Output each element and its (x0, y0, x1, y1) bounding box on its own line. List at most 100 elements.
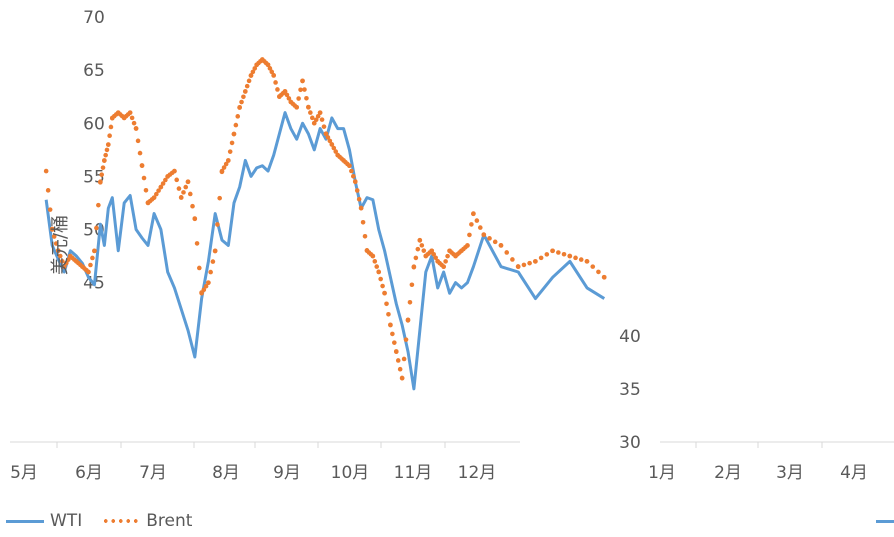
series-point-brent (384, 301, 389, 307)
series-point-brent (544, 252, 550, 257)
series-point-brent (239, 99, 244, 105)
series-point-brent (92, 248, 97, 254)
series-point-brent (550, 248, 555, 254)
series-point-brent (306, 105, 311, 110)
series-point-brent (421, 248, 427, 253)
series-point-brent (154, 191, 159, 197)
series-point-brent (433, 255, 438, 261)
series-point-brent (43, 168, 49, 174)
series-point-brent (129, 115, 135, 121)
series-point-brent (244, 83, 250, 89)
series-point-brent (185, 179, 191, 184)
series-point-brent (419, 243, 425, 248)
series-point-brent (51, 234, 57, 239)
series-point-brent (296, 96, 301, 101)
series-point-brent (596, 269, 601, 275)
series-point-brent (103, 152, 108, 158)
x-tick-label: 7月 (139, 463, 167, 483)
series-point-brent (390, 331, 395, 337)
series-point-brent (243, 89, 248, 94)
series-point-brent (504, 250, 510, 255)
series-point-brent (325, 135, 331, 140)
series-point-brent (403, 337, 409, 342)
series-point-brent (267, 66, 273, 71)
y-tick-label: 30 (619, 433, 641, 453)
series-point-brent (199, 290, 204, 296)
series-point-brent (372, 259, 378, 264)
series-point-brent (190, 203, 195, 209)
series-point-brent (57, 253, 63, 259)
series-point-brent (192, 216, 198, 222)
series-point-brent (141, 175, 147, 181)
series-point-brent (441, 264, 446, 269)
series-point-brent (286, 96, 292, 101)
series-point-brent (429, 248, 435, 254)
y-axis-label: 美元/桶 (50, 215, 71, 275)
series-line-wti (44, 111, 606, 391)
series-point-brent (601, 275, 607, 280)
y-tick-label: 60 (83, 114, 105, 134)
series-point-brent (333, 149, 339, 154)
series-point-brent (106, 142, 111, 147)
series-point-brent (201, 287, 207, 293)
legend-swatch-partial (876, 520, 894, 523)
series-point-brent (194, 241, 200, 246)
series-point-brent (206, 280, 211, 285)
series-point-brent (392, 340, 397, 345)
series-point-brent (319, 117, 325, 122)
series-point-brent (284, 92, 290, 98)
series-point-brent (538, 255, 544, 261)
series-point-brent (352, 179, 358, 184)
series-point-brent (465, 243, 470, 248)
series-point-brent (223, 161, 229, 167)
series-point-brent (174, 177, 180, 183)
series-point-brent (415, 246, 421, 252)
series-point-brent (380, 283, 385, 289)
series-point-brent (131, 120, 137, 126)
series-point-brent (481, 232, 487, 238)
series-point-brent (561, 251, 567, 257)
series-point-brent (212, 248, 218, 254)
series-point-brent (250, 69, 256, 75)
series-point-brent (573, 255, 578, 261)
series-point-brent (395, 358, 401, 363)
series-point-brent (556, 250, 561, 255)
series-point-brent (203, 283, 209, 289)
x-tick-label: 10月 (331, 463, 370, 483)
series-point-brent (273, 80, 278, 85)
series-point-brent (226, 158, 231, 163)
series-point-brent (386, 311, 391, 317)
series-point-brent (323, 131, 329, 137)
x-axis: 5月 6月 7月 8月 9月 10月 11月 12月 1月 2月 3月 4月 (10, 441, 894, 483)
series-point-brent (394, 349, 399, 354)
series-point-brent (62, 264, 67, 269)
x-tick-label: 12月 (458, 463, 497, 483)
series-point-brent (471, 211, 476, 216)
series-point-brent (378, 276, 383, 282)
series-point-brent (350, 173, 356, 179)
series-point-brent (217, 195, 222, 201)
series-point-brent (127, 110, 133, 115)
series-point-brent (176, 186, 182, 191)
series-point-brent (55, 248, 61, 254)
series-point-brent (309, 115, 315, 121)
series-point-brent (139, 163, 145, 169)
series-point-brent (298, 87, 303, 93)
series-point-brent (533, 259, 538, 264)
series-point-brent (445, 253, 450, 259)
series-point-brent (282, 89, 288, 94)
legend-item-wti: WTI (6, 511, 82, 531)
series-point-brent (399, 375, 405, 381)
series-point-brent (308, 110, 313, 115)
x-tick-label: 9月 (273, 463, 301, 483)
series-point-brent (304, 95, 309, 101)
series-point-brent (99, 172, 105, 177)
x-tick-label: 5月 (10, 463, 38, 483)
series-point-brent (265, 62, 271, 68)
series-point-brent (45, 188, 51, 193)
legend-swatch-wti (6, 519, 44, 523)
series-point-brent (183, 184, 189, 190)
series-point-brent (197, 265, 202, 271)
series-point-brent (567, 253, 573, 259)
series-point-brent (158, 184, 164, 190)
